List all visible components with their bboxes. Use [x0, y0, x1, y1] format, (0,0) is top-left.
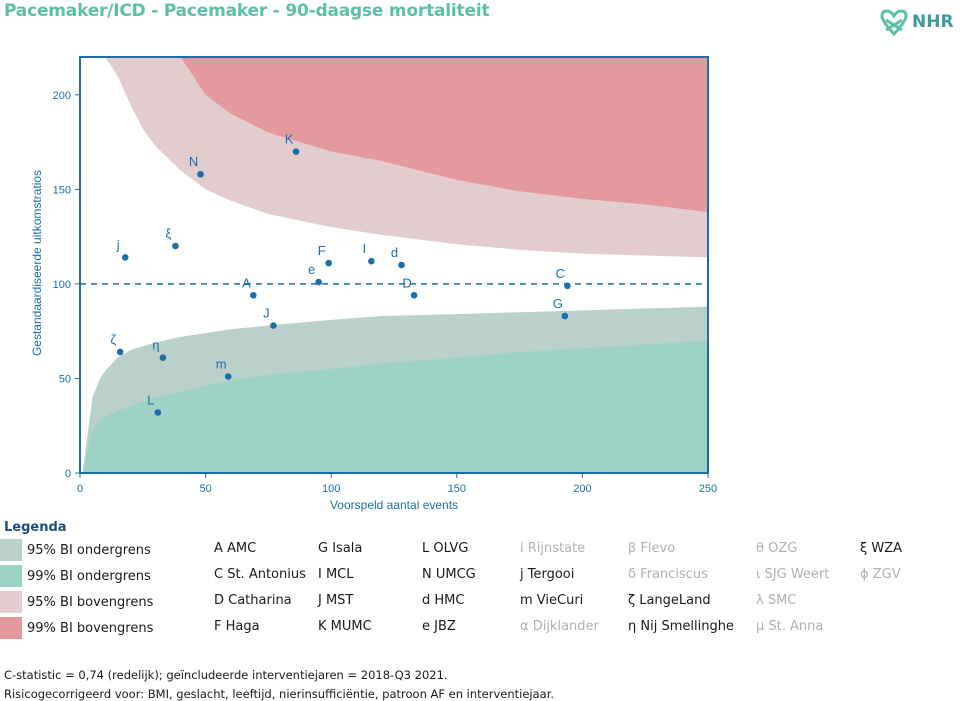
legend-hospital-item: α Dijklander — [520, 619, 599, 634]
legend-hospital-item: L OLVG — [422, 541, 469, 556]
band-99-lower — [82, 340, 708, 473]
nhr-logo — [880, 9, 908, 37]
legend-hospital-item: e JBZ — [422, 619, 456, 634]
legend-hospital-item: δ Franciscus — [628, 567, 708, 582]
legend-hospital-item: λ SMC — [756, 593, 797, 608]
data-point[interactable] — [398, 261, 405, 269]
point-label: K — [285, 132, 294, 147]
point-label: e — [308, 262, 315, 277]
footer-cstatistic: C-statistic = 0,74 (redelijk); geïnclude… — [4, 668, 448, 682]
point-label: m — [216, 357, 227, 372]
y-tick-label: 150 — [53, 184, 71, 196]
x-tick-label: 100 — [322, 483, 340, 495]
legend-band-item: 95% BI ondergrens — [0, 539, 151, 561]
legend-band-label: 95% BI ondergrens — [27, 542, 151, 558]
legend-band-label: 95% BI bovengrens — [27, 594, 154, 610]
data-point[interactable] — [172, 242, 179, 250]
legend-band-item: 99% BI bovengrens — [0, 617, 153, 639]
y-tick-label: 100 — [53, 279, 71, 291]
legend-band-label: 99% BI bovengrens — [27, 620, 154, 636]
y-axis-label: Gestandaardiseerde uitkomstratios — [30, 170, 44, 356]
y-tick-label: 200 — [53, 90, 71, 102]
legend-hospital-item: ζ LangeLand — [628, 593, 711, 608]
data-point[interactable] — [564, 282, 571, 290]
data-point[interactable] — [368, 257, 375, 265]
legend-hospital-item: ϕ ZGV — [860, 567, 901, 582]
legend-hospital-item: ξ WZA — [860, 541, 903, 556]
point-label: ζ — [110, 332, 116, 347]
point-label: C — [556, 266, 565, 281]
point-label: L — [147, 392, 154, 407]
legend-swatch — [0, 565, 22, 587]
legend-band-label: 99% BI ondergrens — [27, 568, 151, 584]
legend-hospital-item: A AMC — [214, 541, 257, 556]
point-label: I — [363, 241, 367, 256]
y-tick-label: 0 — [65, 468, 71, 480]
data-point[interactable] — [250, 291, 257, 299]
x-tick-label: 250 — [699, 483, 717, 495]
data-point[interactable] — [561, 312, 569, 320]
legend-hospital-item: β Flevo — [628, 541, 676, 556]
legend-hospital-item: K MUMC — [318, 619, 372, 634]
data-point[interactable] — [315, 278, 322, 286]
page-title: Pacemaker/ICD - Pacemaker - 90-daagse mo… — [4, 1, 490, 21]
legend-hospital-item: N UMCG — [422, 567, 476, 582]
legend-swatch — [0, 617, 22, 639]
legend-hospital-item: F Haga — [214, 619, 260, 634]
legend-hospital-item: m VieCuri — [520, 593, 584, 608]
x-tick-label: 0 — [77, 483, 83, 495]
data-point[interactable] — [159, 354, 167, 361]
legend-hospital-item: I MCL — [318, 567, 354, 582]
point-label: ξ — [166, 226, 172, 241]
legend-hospital-item: G Isala — [318, 541, 363, 556]
band-99-upper — [82, 57, 708, 213]
x-tick-label: 50 — [199, 483, 211, 495]
legend-hospital-item: μ St. Anna — [756, 619, 824, 634]
plot-frame — [79, 56, 709, 474]
legend-hospital-item: θ OZG — [756, 541, 798, 556]
legend-swatch — [0, 539, 22, 561]
point-label: G — [553, 296, 563, 311]
point-label: D — [402, 275, 411, 290]
data-point[interactable] — [410, 291, 418, 299]
x-tick-label: 150 — [448, 483, 466, 495]
point-label: F — [318, 243, 326, 258]
point-label: η — [152, 338, 159, 353]
legend-hospital-item: C St. Antonius — [214, 567, 306, 582]
data-point[interactable] — [197, 170, 204, 178]
data-point[interactable] — [121, 254, 129, 261]
legend-band-item: 99% BI ondergrens — [0, 565, 151, 587]
y-tick-label: 50 — [59, 373, 71, 385]
legend-hospital-item: i Rijnstate — [520, 541, 586, 556]
legend-hospital-item: ι SJG Weert — [756, 567, 830, 582]
point-label: A — [242, 275, 251, 290]
legend-band-item: 95% BI bovengrens — [0, 591, 153, 613]
footer-risk-adjustment: Risicogecorrigeerd voor: BMI, geslacht, … — [4, 687, 555, 701]
data-point[interactable] — [224, 373, 232, 380]
legend-hospital-item: d HMC — [422, 593, 465, 608]
heart-knot-icon — [880, 9, 908, 37]
point-label: N — [189, 154, 198, 169]
legend-hospital-item: J MST — [318, 593, 354, 608]
legend-hospital-item: j Tergooi — [520, 567, 575, 582]
legend-hospital-item: η Nij Smellinghe — [628, 619, 734, 634]
data-point[interactable] — [270, 322, 277, 329]
logo-text: NHR — [912, 12, 954, 32]
data-point[interactable] — [154, 409, 162, 416]
data-point[interactable] — [325, 259, 332, 267]
point-label: j — [116, 237, 120, 252]
data-point[interactable] — [292, 148, 300, 155]
point-label: d — [391, 245, 398, 260]
legend-title: Legenda — [4, 520, 67, 535]
data-point[interactable] — [116, 348, 124, 356]
point-label: J — [263, 306, 270, 321]
legend-hospital-item: D Catharina — [214, 593, 292, 608]
x-axis-label: Voorspeld aantal events — [330, 498, 458, 512]
x-tick-label: 200 — [573, 483, 591, 495]
legend-swatch — [0, 591, 22, 613]
